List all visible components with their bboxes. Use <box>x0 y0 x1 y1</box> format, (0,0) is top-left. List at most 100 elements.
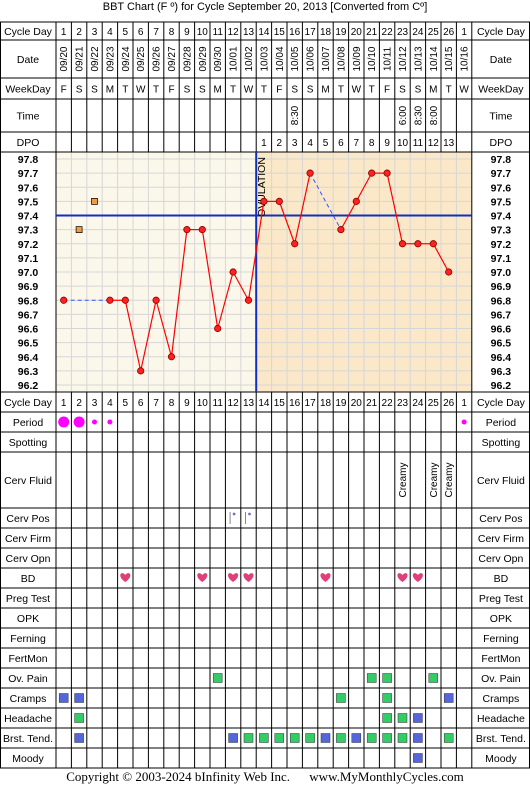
date-label: 10/06 <box>306 46 317 71</box>
date-label: 10/03 <box>259 46 270 71</box>
date-label: 10/05 <box>290 46 301 71</box>
row-label-right-brst_tend: Brst. Tend. <box>476 733 526 745</box>
cycle-day-number: 1 <box>61 27 67 38</box>
footer: Copyright © 2003-2024 bInfinity Web Inc.… <box>0 769 530 785</box>
row-label-right-opk: OPK <box>490 613 512 625</box>
dpo-number: 4 <box>307 138 313 149</box>
date-label: 09/30 <box>213 46 224 71</box>
cycle-day-number: 5 <box>123 27 129 38</box>
row-label-cerv_fluid: Cerv Fluid <box>4 475 52 487</box>
date-label: 09/21 <box>75 46 86 71</box>
weekday-label: T <box>153 85 159 96</box>
y-tick-label: 96.7 <box>18 309 39 321</box>
date-label: 09/20 <box>59 46 70 71</box>
temp-point <box>244 296 253 304</box>
row-label-ov_pain: Ov. Pain <box>8 673 48 685</box>
bd-heart <box>397 573 408 582</box>
cycle-day-number: 1 <box>461 398 467 409</box>
breast-tenderness-marker <box>74 733 84 743</box>
row-label-right-moody: Moody <box>485 753 517 765</box>
row-label-moody: Moody <box>12 753 44 765</box>
date-label: 10/16 <box>460 46 471 71</box>
breast-tenderness-marker <box>351 733 362 743</box>
dpo-number: 9 <box>384 138 390 149</box>
breast-tenderness-marker <box>366 733 377 743</box>
date-label: 10/08 <box>336 46 347 71</box>
weekday-label: S <box>291 85 298 96</box>
y-tick-label: 96.2 <box>18 380 39 392</box>
cycle-day-number: 11 <box>213 398 224 409</box>
row-label-dpo: DPO <box>17 137 40 149</box>
row-label-headache: Headache <box>4 713 52 725</box>
copyright-text: Copyright © 2003-2024 bInfinity Web Inc. <box>66 769 291 784</box>
weekday-label: T <box>261 85 267 96</box>
breast-tenderness-marker <box>228 733 238 743</box>
date-label: 10/01 <box>229 46 240 71</box>
y-tick-label: 97.6 <box>18 182 39 194</box>
y-tick-label-right: 97.0 <box>491 267 512 279</box>
temp-line-segment <box>278 201 296 244</box>
headache-marker <box>382 713 392 723</box>
row-label-date: Date <box>17 54 39 66</box>
time-label: 8:00 <box>429 105 440 125</box>
row-label-right-headache: Headache <box>477 713 525 725</box>
y-tick-label: 96.5 <box>18 338 39 350</box>
y-tick-label-right: 97.3 <box>491 225 512 237</box>
temp-line-segment <box>247 201 265 301</box>
y-tick-label-right: 96.5 <box>491 338 512 350</box>
cycle-day-number: 13 <box>243 398 255 409</box>
weekday-label: S <box>184 85 191 96</box>
weekday-label: W <box>136 85 146 96</box>
breast-tenderness-marker <box>305 733 315 743</box>
date-label: 09/24 <box>121 46 132 71</box>
temp-point <box>352 197 360 205</box>
cycle-day-number: 1 <box>461 27 467 38</box>
weekday-label: F <box>276 85 282 96</box>
cerv-pos-dot <box>232 512 236 516</box>
dpo-number: 8 <box>369 138 375 149</box>
weekday-label: F <box>168 85 174 96</box>
cycle-day-number: 22 <box>382 398 394 409</box>
row-label-cerv_opn: Cerv Opn <box>6 553 51 565</box>
y-tick-label-right: 96.3 <box>491 366 512 378</box>
y-tick-label: 97.0 <box>18 267 39 279</box>
time-label: 8:30 <box>413 105 424 125</box>
temp-line-segment <box>340 201 357 230</box>
weekday-label: T <box>230 85 236 96</box>
row-label-cerv_pos: Cerv Pos <box>6 513 49 525</box>
ovulation-label: OVULATION <box>256 157 268 217</box>
temp-point <box>198 226 206 234</box>
date-label: 10/15 <box>444 46 455 71</box>
cycle-day-number: 8 <box>169 27 175 38</box>
y-tick-label: 96.9 <box>18 281 39 293</box>
row-label-right-cycle_day: Cycle Day <box>477 26 526 38</box>
date-label: 10/04 <box>275 46 286 71</box>
website-link[interactable]: www.MyMonthlyCycles.com <box>309 769 464 784</box>
row-label-bd: BD <box>21 573 36 585</box>
cycle-day-number: 26 <box>443 398 455 409</box>
weekday-label: M <box>321 85 329 96</box>
weekday-label: S <box>399 85 406 96</box>
y-tick-label: 96.8 <box>18 295 39 307</box>
weekday-label: W <box>459 85 469 96</box>
weekday-label: T <box>446 85 452 96</box>
bd-heart <box>197 573 208 582</box>
cycle-day-number: 2 <box>76 27 82 38</box>
date-label: 09/27 <box>167 46 178 71</box>
row-label-right-cerv_fluid: Cerv Fluid <box>477 475 525 487</box>
y-tick-label: 96.3 <box>18 366 39 378</box>
weekday-label: S <box>91 85 98 96</box>
temp-point <box>121 296 129 304</box>
period-marker <box>58 416 70 428</box>
ov-pain-marker <box>212 673 223 683</box>
cycle-day-number: 25 <box>428 398 440 409</box>
row-label-right-time: Time <box>489 111 512 123</box>
y-tick-label-right: 96.8 <box>491 295 512 307</box>
cycle-day-number: 2 <box>76 398 82 409</box>
cycle-day-number: 18 <box>320 398 332 409</box>
row-label-right-cerv_opn: Cerv Opn <box>478 553 523 565</box>
row-label-fertmon: FertMon <box>8 653 47 665</box>
row-label-cycle_day: Cycle Day <box>4 397 53 409</box>
temp-line-segment <box>155 300 173 357</box>
